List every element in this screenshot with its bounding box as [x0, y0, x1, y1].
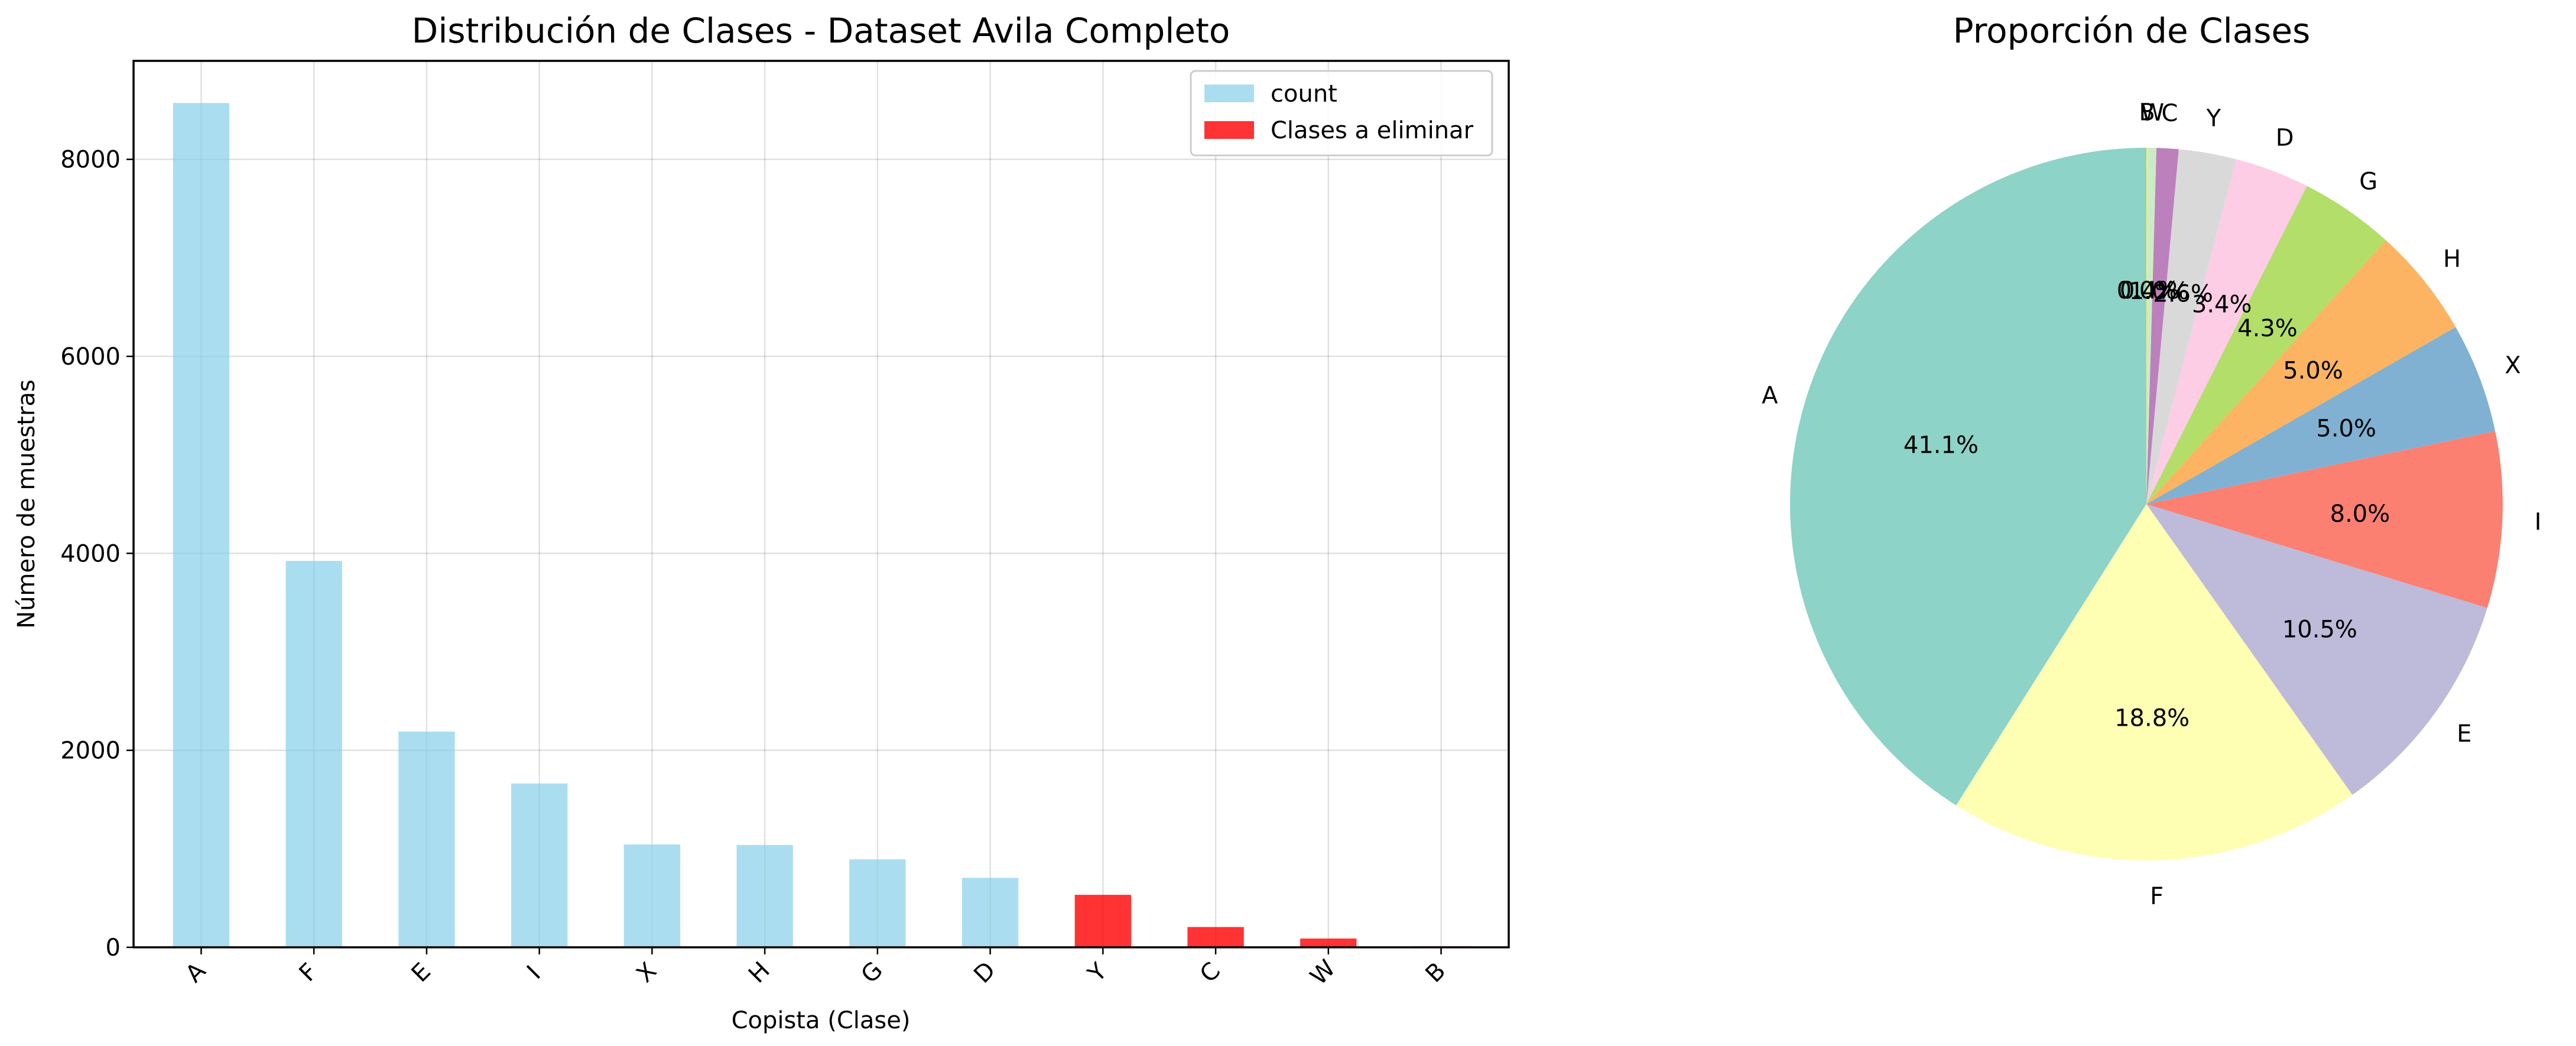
pie-category-label: I: [2535, 509, 2542, 536]
bar-count: [511, 783, 568, 947]
pie-percent-label: 5.0%: [2283, 357, 2343, 384]
pie-category-label: D: [2276, 124, 2294, 151]
bar-y-axis-label: Número de muestras: [13, 379, 40, 629]
bar-y-tick-label: 8000: [60, 147, 121, 174]
bar-legend: count Clases a eliminar: [1190, 70, 1493, 157]
pie-percent-label: 41.1%: [1903, 431, 1979, 459]
pie-slice-w: [2146, 148, 2157, 505]
bar-y-tick-label: 6000: [60, 343, 121, 371]
pie-chart: Proporción de Clases A 41.1% F 18.8% E 10.5% I…: [1762, 11, 2541, 910]
bar-chart: Distribución de Clases - Dataset Avila C…: [13, 11, 1510, 1034]
pie-category-label: W: [2141, 99, 2165, 126]
bar-y-tick-label: 2000: [60, 738, 121, 765]
bar-count: [173, 103, 230, 947]
bar-marks: [173, 103, 1470, 947]
pie-slice-c: [2146, 148, 2179, 504]
bar-y-tick-label: 0: [106, 934, 121, 961]
bar-clases-a-eliminar: [1187, 927, 1244, 947]
pie-category-label: Y: [2206, 105, 2221, 132]
bar-clases-a-eliminar: [1300, 938, 1357, 947]
pie-percent-label: 2.6%: [2153, 281, 2213, 308]
bar-y-tick-label: 4000: [60, 540, 121, 567]
pie-slice-b: [2146, 148, 2148, 504]
pie-percent-label: 0.0%: [2117, 277, 2177, 304]
pie-category-label: F: [2150, 883, 2164, 910]
pie-slices: [1790, 148, 2503, 860]
bar-chart-title: Distribución de Clases - Dataset Avila C…: [412, 11, 1230, 51]
pie-slice-x: [2146, 327, 2496, 504]
pie-percent-label: 3.4%: [2192, 291, 2252, 318]
pie-slice-a: [1790, 148, 2146, 805]
bar-count: [398, 732, 455, 947]
pie-slice-g: [2146, 186, 2386, 505]
bar-x-axis-label: Copista (Clase): [732, 1007, 911, 1034]
bar-count: [849, 859, 906, 947]
bar-clases-a-eliminar: [1074, 895, 1132, 947]
pie-percent-label: 0.4%: [2120, 277, 2180, 304]
legend-label-count: count: [1271, 80, 1337, 108]
pie-slice-d: [2146, 159, 2307, 504]
pie-percent-label: 5.0%: [2316, 415, 2376, 442]
legend-frame: [1190, 70, 1493, 157]
bar-count: [623, 844, 681, 947]
pie-category-label: X: [2504, 352, 2520, 379]
bar-axes-frame: [132, 60, 1510, 948]
pie-slice-y: [2146, 149, 2236, 504]
bar-count: [736, 844, 793, 947]
pie-slice-h: [2146, 240, 2456, 504]
bar-y-ticks: 0 2000 4000 6000 8000: [60, 147, 134, 961]
legend-swatch-clases-a-eliminar: [1204, 121, 1254, 139]
pie-labels: A 41.1% F 18.8% E 10.5% I 8.0% X 5.0% H 5.0% G 4.3% D 3…: [1762, 99, 2541, 910]
bar-count: [285, 561, 342, 947]
pie-slice-i: [2146, 431, 2503, 608]
pie-category-label: B: [2139, 99, 2155, 126]
pie-percent-label: 4.3%: [2237, 315, 2298, 342]
legend-swatch-count: [1204, 85, 1254, 102]
pie-percent-label: 18.8%: [2114, 705, 2190, 732]
bar-count: [961, 878, 1019, 947]
pie-category-label: C: [2162, 100, 2178, 127]
legend-label-clases-a-eliminar: Clases a eliminar: [1271, 117, 1474, 144]
pie-category-label: A: [1762, 382, 1778, 410]
pie-category-label: E: [2457, 720, 2471, 748]
pie-slice-f: [1956, 504, 2353, 860]
pie-category-label: G: [2359, 168, 2377, 195]
pie-percent-label: 8.0%: [2330, 501, 2390, 528]
pie-percent-label: 10.5%: [2282, 616, 2357, 644]
pie-category-label: H: [2443, 246, 2461, 273]
pie-percent-label: 1.0%: [2129, 278, 2190, 305]
pie-slice-e: [2146, 504, 2487, 795]
pie-chart-title: Proporción de Clases: [1953, 11, 2311, 51]
